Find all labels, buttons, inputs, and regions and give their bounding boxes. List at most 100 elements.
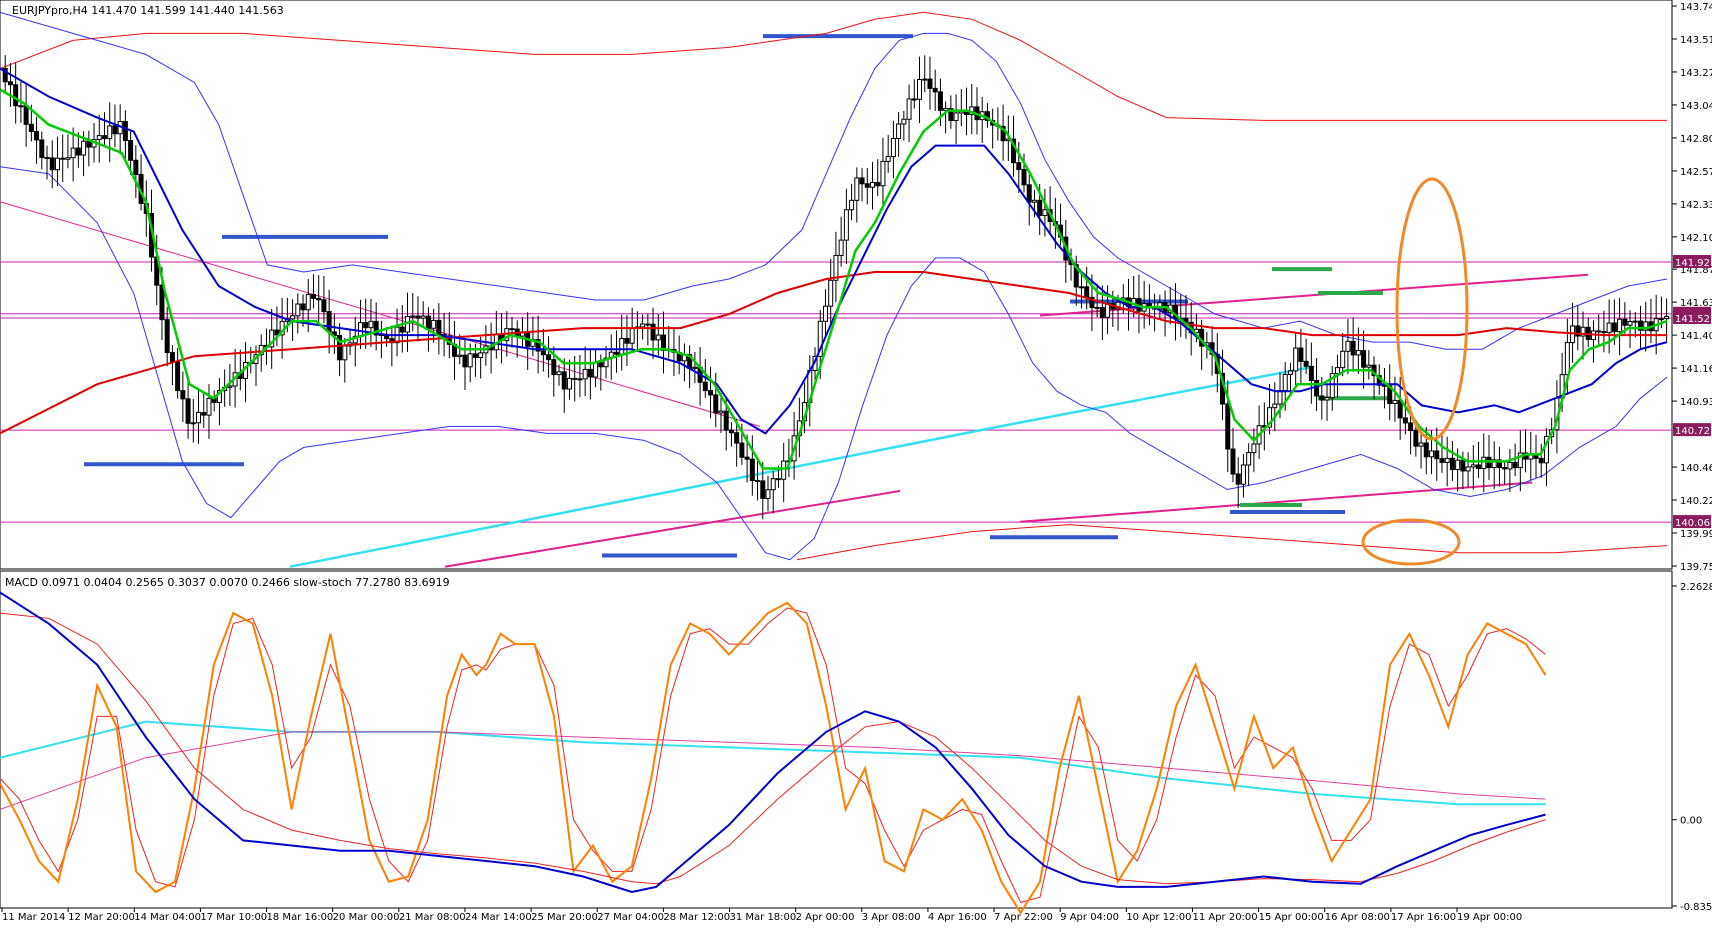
candle-body — [619, 337, 625, 355]
candle-body — [587, 368, 593, 378]
candle-body — [859, 177, 865, 185]
candle-body — [739, 442, 745, 458]
candle-body — [185, 398, 191, 424]
price-tick-label: 143.510 — [1680, 35, 1712, 46]
annotation-ellipse-lower[interactable] — [1361, 518, 1461, 566]
candle-body — [509, 328, 515, 331]
candle-body — [321, 299, 327, 313]
price-tick-label: 141.400 — [1680, 331, 1712, 342]
candle-body — [1319, 395, 1325, 401]
time-tick-label: 4 Apr 16:00 — [928, 912, 987, 923]
candle-body — [1632, 320, 1638, 323]
candle-body — [49, 157, 55, 171]
candle-body — [133, 159, 139, 175]
price-tick-label: 142.100 — [1680, 233, 1712, 244]
candle-body — [54, 157, 60, 171]
magenta-trendline-desc — [0, 201, 761, 427]
candle-body — [1481, 456, 1487, 470]
candle-body — [1366, 364, 1372, 368]
candle-body — [613, 351, 619, 355]
annotation-ellipse-upper[interactable] — [1395, 177, 1469, 441]
candle-body — [1078, 286, 1084, 289]
indicator-header: MACD 0.0971 0.0404 0.2565 0.3037 0.0070 … — [5, 576, 450, 589]
candle-body — [128, 140, 134, 161]
candle-body — [1267, 407, 1273, 428]
candle-body — [164, 319, 170, 354]
level-label-text: 140.723 — [1675, 426, 1712, 437]
price-tick-label: 140.460 — [1680, 463, 1712, 474]
candle-body — [65, 157, 71, 160]
candle-body — [478, 352, 484, 358]
candle-body — [1596, 330, 1602, 333]
candle-body — [692, 366, 698, 369]
candle-body — [603, 357, 609, 368]
candle-body — [13, 84, 19, 107]
time-tick-label: 25 Mar 20:00 — [531, 912, 598, 923]
price-tick-label: 141.165 — [1680, 364, 1712, 375]
candle-body — [1105, 303, 1111, 318]
candle-body — [337, 334, 343, 361]
candle-body — [896, 123, 902, 139]
price-tick-label: 139.990 — [1680, 529, 1712, 540]
candle-body — [1277, 390, 1283, 405]
candle-body — [1287, 370, 1293, 375]
candle-body — [305, 294, 311, 311]
candle-body — [1611, 322, 1617, 333]
candle-body — [290, 315, 296, 320]
price-tick-label: 139.755 — [1680, 562, 1712, 573]
candle-body — [1361, 350, 1367, 368]
magenta-trendline-bottom — [1019, 481, 1533, 523]
candle-body — [838, 239, 844, 256]
candle-body — [906, 98, 912, 120]
candle-body — [833, 254, 839, 281]
symbol-header: EURJPYpro,H4 141.470 141.599 141.440 141… — [12, 4, 284, 17]
candle-body — [1439, 458, 1445, 463]
stoch-main-line — [0, 601, 1547, 915]
candle-body — [1282, 373, 1288, 392]
ema-slow-line — [0, 271, 1667, 435]
candle-body — [1449, 457, 1455, 471]
macd-main-line — [0, 591, 1546, 894]
candle-body — [927, 78, 933, 89]
candle-body — [1016, 162, 1022, 171]
time-tick-label: 17 Mar 10:00 — [200, 912, 267, 923]
envelope-upper-line — [0, 11, 1667, 121]
candle-body — [39, 139, 45, 159]
candle-body — [551, 359, 557, 376]
candle-body — [295, 303, 301, 317]
candle-body — [180, 390, 186, 400]
candle-body — [629, 327, 635, 344]
stoch-signal-line — [0, 607, 1546, 903]
time-tick-label: 16 Apr 08:00 — [1325, 912, 1390, 923]
level-label-box — [1673, 255, 1711, 268]
time-tick-label: 20 Mar 00:00 — [333, 912, 400, 923]
candle-body — [1543, 436, 1549, 464]
candle-body — [190, 422, 196, 425]
cyan-trendline — [289, 425, 1001, 568]
candle-body — [269, 329, 275, 348]
time-tick-label: 15 Apr 00:00 — [1259, 912, 1324, 923]
candle-body — [420, 315, 426, 319]
candle-body — [310, 294, 316, 299]
time-tick-label: 27 Mar 04:00 — [597, 912, 664, 923]
candle-body — [1340, 350, 1346, 369]
bollinger-upper-line — [0, 11, 1668, 350]
candle-body — [342, 345, 348, 361]
candle-body — [744, 456, 750, 460]
candle-body — [1601, 331, 1607, 334]
candle-body — [890, 137, 896, 158]
time-tick-label: 31 Mar 18:00 — [730, 912, 797, 923]
candle-body — [1476, 464, 1482, 470]
candle-body — [1392, 399, 1398, 405]
candle-body — [922, 78, 928, 81]
candle-body — [1491, 459, 1497, 469]
candle-body — [1037, 199, 1043, 216]
candle-body — [436, 319, 442, 335]
candle-body — [817, 320, 823, 357]
candle-body — [23, 105, 29, 125]
candle-body — [368, 320, 374, 329]
candle-body — [75, 147, 81, 156]
candle-body — [415, 315, 421, 319]
